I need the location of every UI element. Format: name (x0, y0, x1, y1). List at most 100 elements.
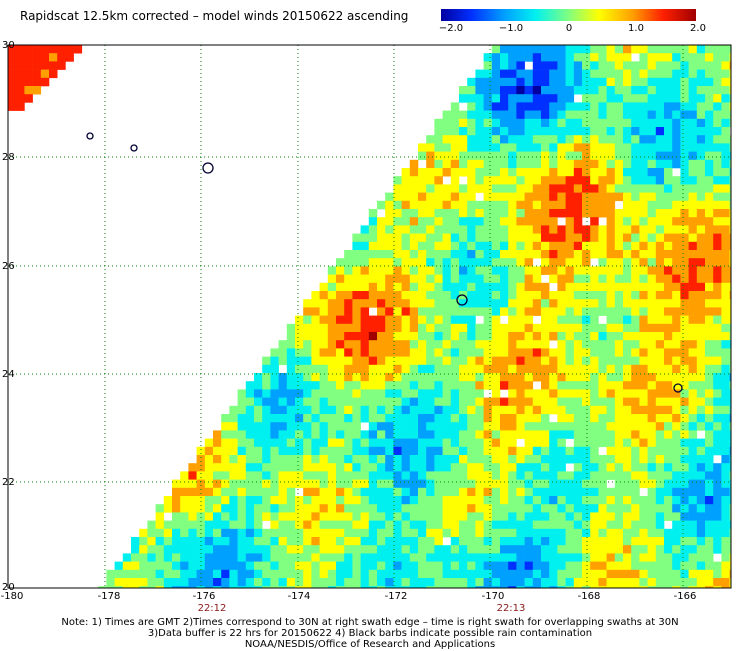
data-cell (532, 512, 542, 521)
data-cell (713, 258, 722, 267)
data-cell (655, 200, 665, 210)
data-cell (450, 241, 460, 251)
data-cell (688, 471, 698, 480)
data-cell (573, 192, 583, 202)
data-cell (114, 569, 124, 579)
data-cell (696, 282, 706, 292)
data-cell (696, 233, 706, 243)
data-cell (713, 209, 722, 218)
data-cell (655, 422, 665, 431)
data-cell (254, 578, 263, 587)
data-cell (705, 274, 714, 284)
data-cell (483, 176, 493, 185)
data-cell (647, 94, 657, 103)
data-cell (450, 569, 460, 579)
data-cell (352, 586, 361, 589)
data-cell (631, 200, 640, 210)
data-cell (565, 307, 575, 316)
data-cell (696, 512, 706, 521)
data-cell (705, 151, 714, 161)
data-cell (286, 487, 296, 497)
data-cell (672, 463, 681, 472)
data-cell (221, 487, 230, 497)
data-cell (393, 569, 402, 579)
data-cell (155, 504, 165, 513)
data-cell (434, 241, 443, 251)
data-cell (590, 225, 599, 234)
data-cell (483, 364, 493, 374)
data-cell (729, 537, 732, 546)
data-cell (516, 356, 525, 366)
data-cell (606, 61, 616, 70)
data-cell (327, 414, 337, 423)
data-cell (655, 176, 665, 185)
data-cell (327, 266, 337, 275)
data-cell (254, 438, 263, 448)
data-cell (213, 545, 222, 554)
data-cell (385, 578, 394, 587)
data-cell (639, 151, 648, 161)
data-cell (549, 356, 558, 366)
data-cell (729, 520, 732, 530)
data-cell (598, 520, 607, 530)
data-cell (491, 364, 501, 374)
data-cell (582, 266, 591, 275)
data-cell (713, 127, 722, 136)
data-cell (278, 414, 288, 423)
data-cell (459, 168, 468, 177)
data-cell (705, 381, 714, 390)
data-cell (623, 102, 632, 111)
lat-label: 26 (2, 261, 15, 272)
data-cell (532, 340, 542, 349)
data-cell (147, 520, 156, 530)
data-cell (352, 471, 361, 480)
data-cell (647, 537, 657, 546)
data-cell (549, 274, 558, 284)
data-cell (557, 455, 566, 464)
data-cell (549, 528, 558, 538)
data-cell (377, 528, 386, 538)
data-cell (327, 528, 337, 538)
data-cell (713, 520, 722, 530)
data-cell (729, 405, 732, 415)
data-cell (557, 151, 566, 161)
data-cell (508, 340, 517, 349)
data-cell (655, 266, 665, 275)
data-cell (450, 102, 460, 111)
data-cell (721, 209, 730, 218)
data-cell (475, 373, 484, 382)
data-cell (368, 496, 378, 505)
data-cell (377, 282, 386, 292)
data-cell (8, 86, 17, 95)
data-cell (655, 291, 665, 300)
data-cell (598, 381, 607, 390)
data-cell (541, 356, 550, 366)
data-cell (344, 471, 353, 480)
data-cell (442, 291, 452, 300)
data-cell (623, 446, 632, 456)
data-cell (377, 389, 386, 398)
data-cell (696, 332, 706, 341)
data-cell (278, 545, 288, 554)
data-cell (655, 578, 665, 587)
data-cell (450, 315, 460, 325)
data-cell (590, 94, 599, 103)
data-cell (549, 61, 558, 70)
data-cell (565, 332, 575, 341)
data-cell (237, 438, 247, 448)
data-cell (565, 250, 575, 259)
data-cell (459, 315, 468, 325)
data-cell (221, 446, 230, 456)
data-cell (565, 496, 575, 505)
data-cell (442, 323, 452, 333)
data-cell (508, 192, 517, 202)
data-cell (565, 545, 575, 554)
data-cell (360, 397, 370, 407)
data-cell (491, 143, 501, 152)
data-cell (172, 479, 181, 489)
data-cell (500, 479, 509, 489)
data-cell (213, 446, 222, 456)
data-cell (541, 45, 550, 54)
data-cell (508, 77, 517, 87)
data-cell (491, 282, 501, 292)
